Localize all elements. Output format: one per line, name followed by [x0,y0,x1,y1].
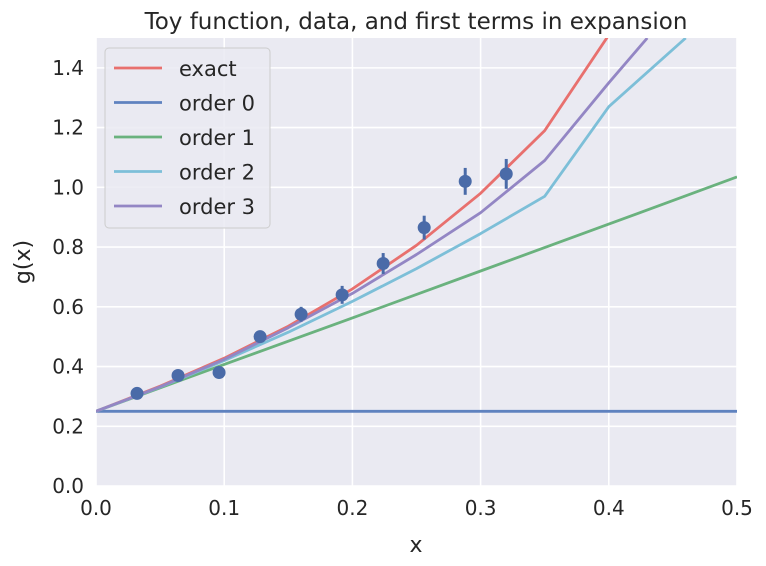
legend-label: order 3 [179,195,255,219]
y-tick-label: 1.4 [52,56,84,80]
x-tick-label: 0.0 [80,496,112,520]
x-tick-label: 0.4 [593,496,625,520]
y-tick-label: 0.4 [52,355,84,379]
x-tick-label: 0.5 [721,496,753,520]
x-tick-label: 0.1 [208,496,240,520]
data-point [499,167,513,181]
data-point [458,174,472,188]
legend-label: exact [179,57,237,81]
y-tick-label: 0.2 [52,414,84,438]
data-point [335,288,349,302]
series-lines [96,38,737,413]
legend-label: order 1 [179,126,255,150]
legend-box [104,47,271,229]
x-tick-label: 0.2 [336,496,368,520]
data-points [130,158,513,400]
y-tick-label: 0.6 [52,295,84,319]
y-tick-label: 1.2 [52,116,84,140]
legend-label: order 0 [179,92,255,116]
y-tick-label: 1.0 [52,175,84,199]
legend: exact order 0 order 1 order 2 order 3 [104,47,271,229]
data-point [376,256,390,270]
data-point [212,366,226,380]
data-point [130,386,144,400]
ticks: 0.0 0.1 0.2 0.3 0.4 0.5 0.0 0.2 0.4 0.6 0.8 1.0 1.2 1… [52,56,753,520]
y-axis-label: g(x) [11,240,36,284]
y-tick-label: 0.0 [52,474,84,498]
data-point [171,368,185,382]
x-tick-label: 0.3 [465,496,497,520]
x-axis-label: x [409,533,422,558]
legend-label: order 2 [179,161,255,185]
data-point [417,221,431,235]
series-line-4 [96,38,649,413]
series-line-2 [96,175,737,413]
chart-title: Toy function, data, and first terms in e… [144,9,688,35]
y-tick-label: 0.8 [52,235,84,259]
data-point [294,307,308,321]
data-point [253,330,267,344]
